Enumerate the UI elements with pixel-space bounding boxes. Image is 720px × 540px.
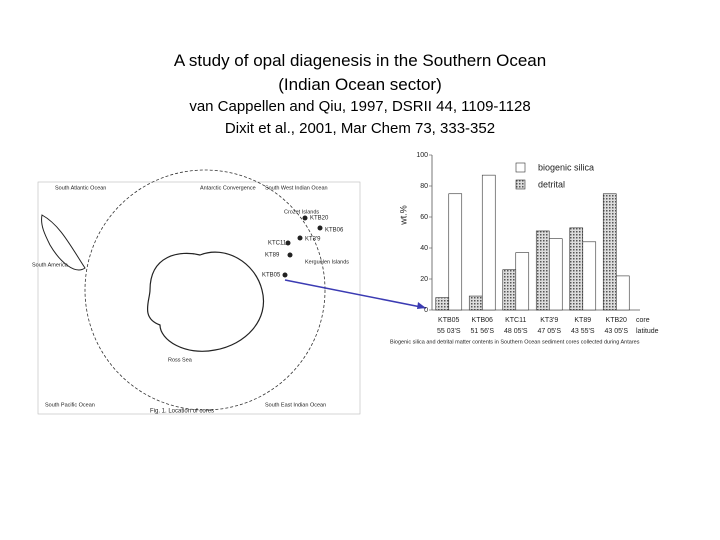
x-tick-label: KT3'9 (540, 317, 558, 324)
map-label: Kerguelen Islands (305, 259, 349, 265)
y-tick-label: 40 (420, 245, 428, 252)
map-label: KTB20 (310, 216, 329, 222)
chart-caption: Biogenic silica and detrital matter cont… (390, 339, 640, 345)
latitude-label: 43 55'S (571, 328, 595, 335)
x-tick-label: KTB05 (438, 317, 460, 324)
x-tick-label: KTC11 (505, 317, 526, 324)
x-label: latitude (636, 328, 659, 335)
map-label: KT3'9 (305, 237, 321, 243)
map-label: Ross Sea (168, 357, 193, 363)
bar (435, 297, 450, 311)
map-label: South Pacific Ocean (45, 402, 95, 408)
x-tick-label: KTB20 (606, 317, 628, 324)
convergence (84, 169, 326, 411)
map (37, 169, 427, 415)
map-label: Antarctic Convergence (200, 185, 256, 191)
latitude-label: 55 03'S (437, 328, 461, 335)
title: (Indian Ocean sector) (278, 75, 442, 94)
x-tick-label: KT89 (574, 317, 591, 324)
bar (535, 230, 550, 311)
latitude-label: 43 05'S (604, 328, 628, 335)
map-label: KTB06 (325, 228, 344, 234)
x-tick-label: KTB06 (472, 317, 494, 324)
map-label: KT89 (265, 253, 280, 259)
map-label: South Atlantic Ocean (55, 185, 106, 191)
bar (448, 193, 463, 311)
bar (569, 227, 584, 311)
legend-swatch (515, 162, 526, 173)
legend-label: detrital (538, 179, 565, 189)
antarctica (146, 251, 265, 352)
latitude-label: 47 05'S (537, 328, 561, 335)
legend-label: biogenic silica (538, 162, 594, 172)
y-tick-label: 20 (420, 276, 428, 283)
citation: van Cappellen and Qiu, 1997, DSRII 44, 1… (189, 98, 531, 115)
map-label: South East Indian Ocean (265, 402, 326, 408)
y-tick-label: 100 (416, 152, 428, 159)
bar (468, 295, 483, 311)
bar (515, 252, 530, 311)
map-frame (37, 181, 361, 415)
map-caption: Fig. 1. Location of cores (150, 409, 214, 415)
title: A study of opal diagenesis in the Southe… (173, 51, 547, 70)
legend-swatch (515, 179, 526, 190)
x-label: core (636, 317, 650, 324)
bar (481, 174, 496, 311)
map-label: KTC11 (268, 241, 287, 247)
bar (602, 193, 617, 311)
y-label: wt.% (398, 205, 408, 226)
bar (615, 275, 630, 311)
map-label: KTB05 (262, 273, 281, 279)
map-label: South West Indian Ocean (265, 185, 328, 191)
bar (582, 241, 597, 311)
arrow (284, 279, 427, 309)
y-tick-label: 0 (424, 307, 428, 314)
map-label: Crozet Islands (284, 209, 319, 215)
arrow-head (417, 302, 426, 309)
y-tick-label: 60 (420, 214, 428, 221)
south-america (41, 214, 86, 271)
bar (548, 238, 563, 311)
latitude-label: 51 56'S (470, 328, 494, 335)
bar (502, 269, 517, 311)
core-sites (282, 215, 323, 278)
citation: Dixit et al., 2001, Mar Chem 73, 333-352 (224, 120, 496, 137)
map-label: South America (32, 262, 69, 268)
latitude-label: 48 05'S (504, 328, 528, 335)
y-tick-label: 80 (420, 183, 428, 190)
